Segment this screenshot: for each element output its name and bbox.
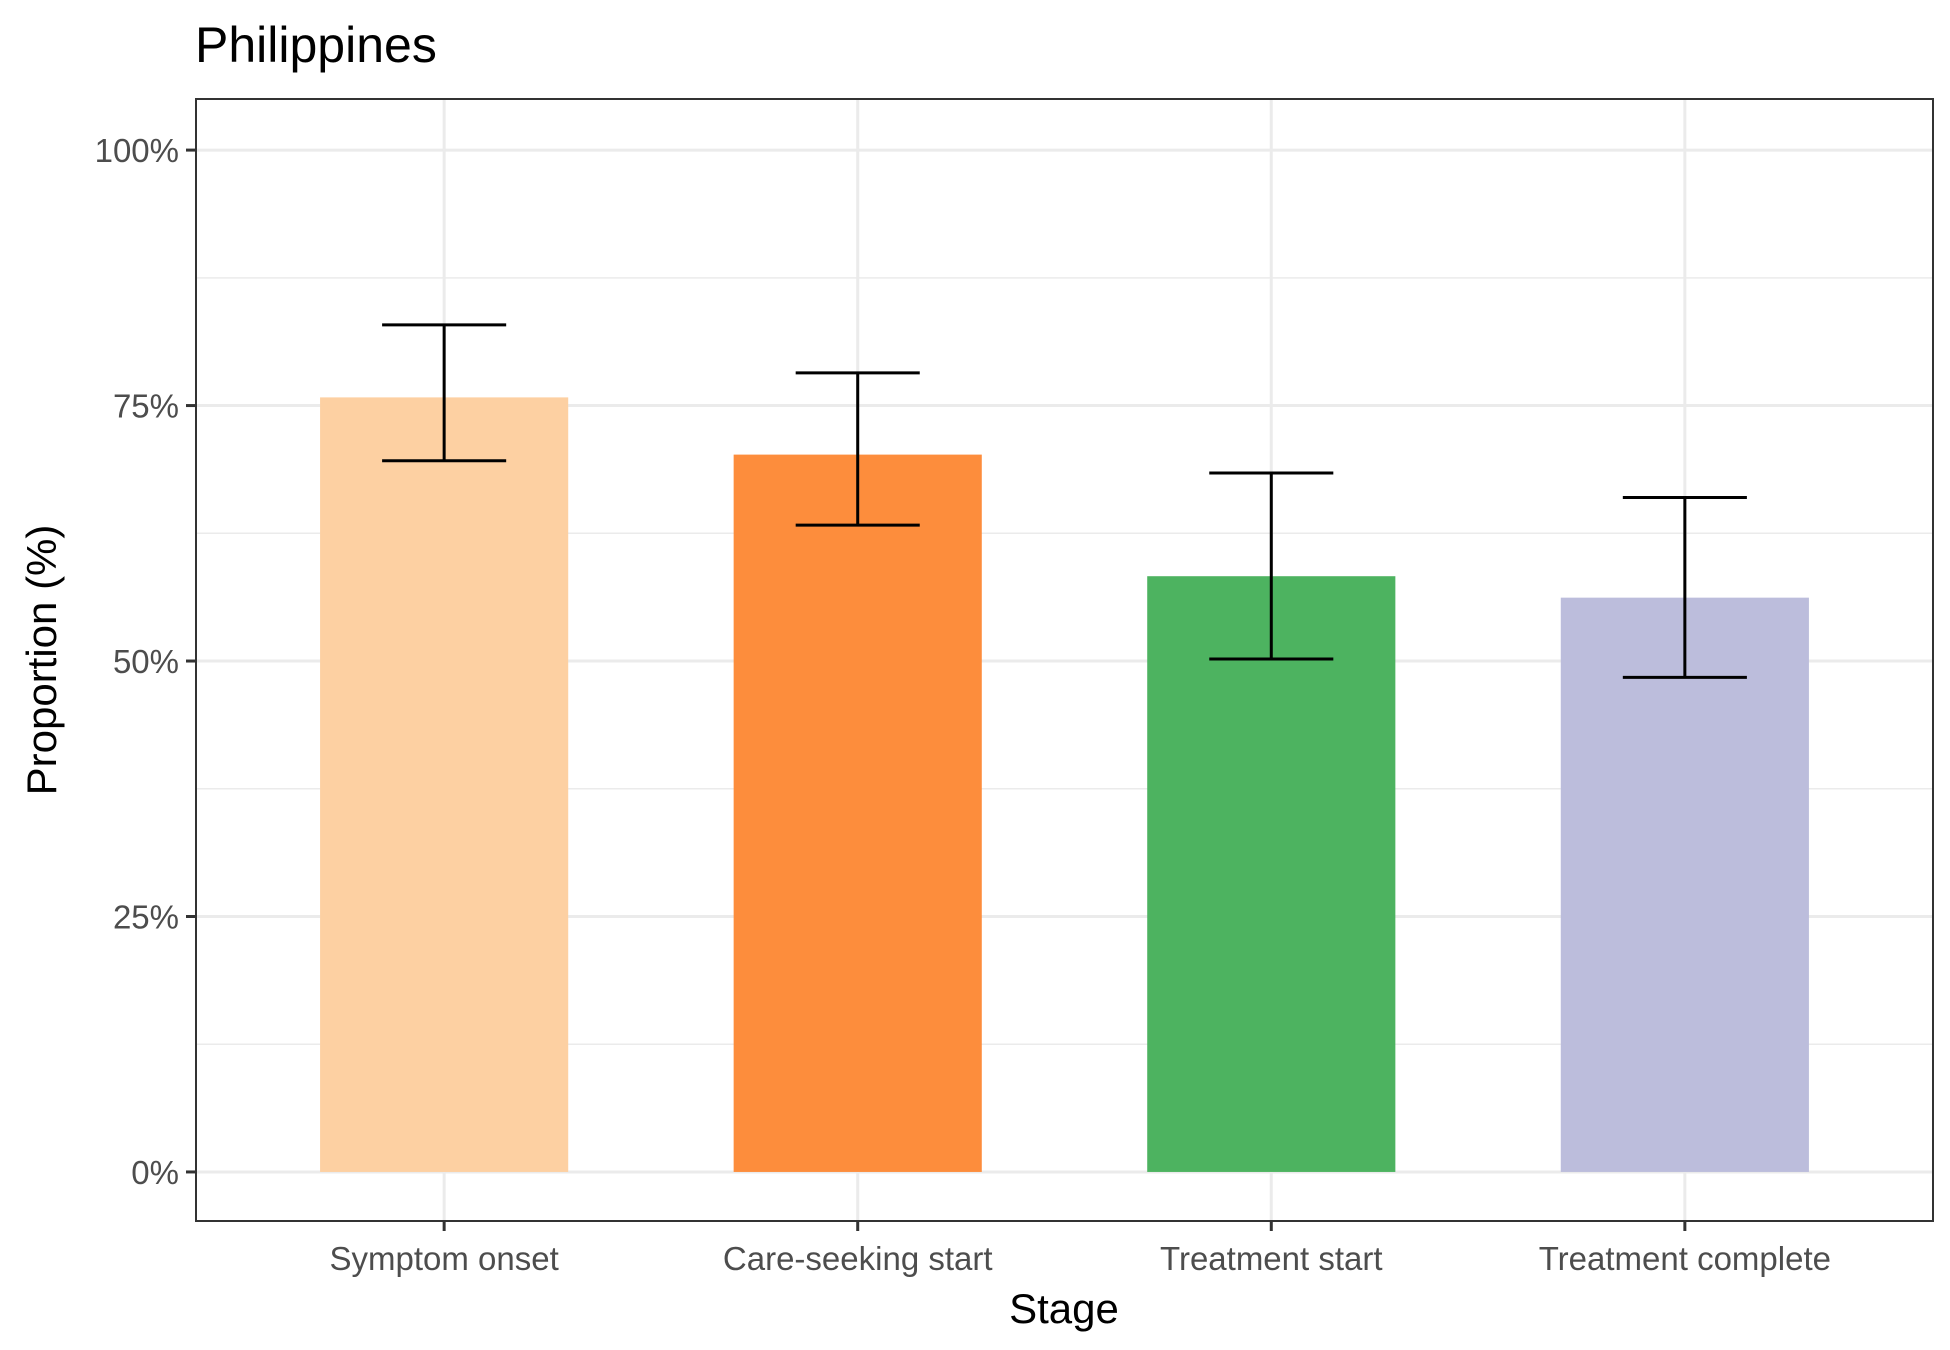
error-bar xyxy=(1209,471,1334,661)
x-tick-label: Treatment start xyxy=(1160,1240,1383,1277)
error-bar xyxy=(382,323,507,463)
bar xyxy=(320,397,569,1172)
y-tick-label: 0% xyxy=(131,1154,179,1191)
bar xyxy=(1560,597,1809,1172)
bar xyxy=(733,454,982,1172)
plot-panel xyxy=(195,98,1934,1222)
x-axis-title: Stage xyxy=(1009,1285,1119,1332)
y-tick-label: 75% xyxy=(113,388,179,425)
error-bars xyxy=(382,323,1747,679)
y-tick-label: 100% xyxy=(95,132,179,169)
error-bar xyxy=(1622,496,1747,679)
bars xyxy=(320,397,1809,1172)
chart-title: Philippines xyxy=(195,17,437,73)
y-tick-label: 50% xyxy=(113,643,179,680)
x-tick-label: Care-seeking start xyxy=(723,1240,993,1277)
bar xyxy=(1147,576,1396,1172)
x-tick-label: Symptom onset xyxy=(330,1240,559,1277)
y-axis: 0% 25% 50% 75% 100% xyxy=(95,132,196,1191)
y-axis-title: Proportion (%) xyxy=(18,525,65,796)
error-bar xyxy=(795,371,920,527)
x-axis: Symptom onset Care-seeking start Treatment… xyxy=(330,1221,1831,1277)
x-tick-label: Treatment complete xyxy=(1539,1240,1831,1277)
y-tick-label: 25% xyxy=(113,898,179,935)
